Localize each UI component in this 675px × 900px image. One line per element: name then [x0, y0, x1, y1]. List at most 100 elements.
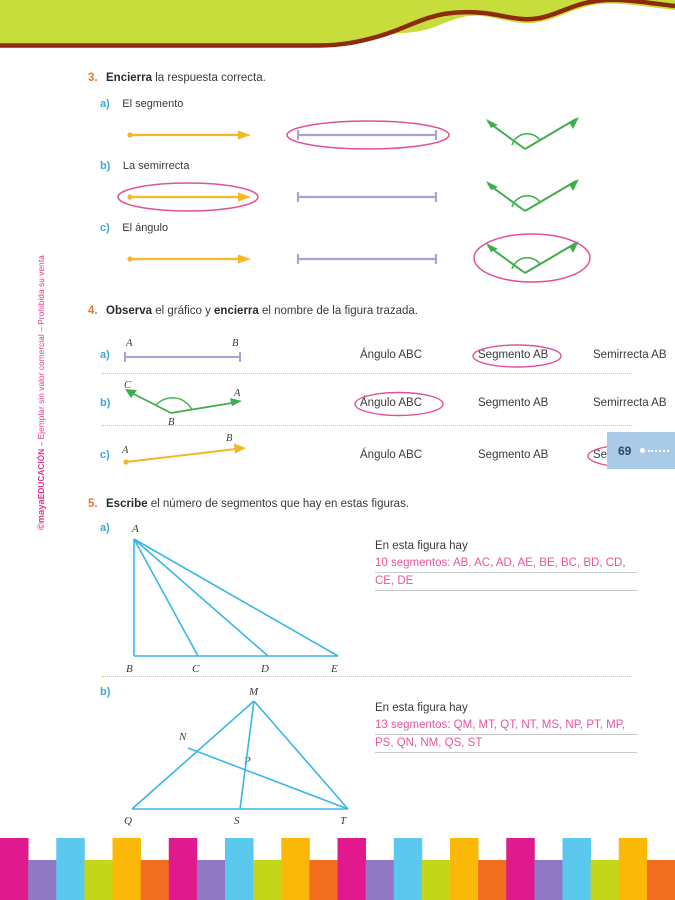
- item-b-letter: b): [100, 686, 111, 698]
- exercise-4-suffix: el nombre de la figura trazada.: [258, 305, 418, 317]
- row4-a-letter: a): [100, 349, 110, 361]
- row4-a-option-0[interactable]: Ángulo ABC: [360, 349, 423, 361]
- exercise-5-prompt: 5. Escribe el número de segmentos que ha…: [88, 498, 648, 520]
- row4-a-option-1[interactable]: Segmento AB: [478, 349, 549, 361]
- footer-bar-yellow: [281, 838, 310, 900]
- segment-figure-b[interactable]: [296, 192, 438, 202]
- row4-b-option-2[interactable]: Semirrecta AB: [593, 397, 667, 409]
- svg-text:C: C: [124, 380, 132, 391]
- row4-c-ray-figure[interactable]: A B: [118, 431, 253, 471]
- row4-a-segment-figure[interactable]: A B: [120, 333, 250, 371]
- row-b-label: La semirrecta: [122, 160, 190, 172]
- publisher-name: EDUCACIÓN: [37, 448, 46, 500]
- svg-text:N: N: [178, 731, 187, 743]
- row4-b-option-1[interactable]: Segmento AB: [478, 397, 549, 409]
- exercise-3-row-b: b) La semirrecta: [88, 156, 648, 218]
- svg-text:A: A: [233, 388, 241, 399]
- row4-c-option-0[interactable]: Ángulo ABC: [360, 449, 423, 461]
- exercise-3-row-c: c) El ángulo: [88, 218, 648, 283]
- answer-b-line2[interactable]: PS, QN, NM, QS, ST: [375, 735, 637, 753]
- row-b-figures: [88, 176, 648, 218]
- row-b-head: b) La semirrecta: [100, 156, 189, 174]
- svg-text:E: E: [330, 663, 338, 675]
- footer-bar-orange: [140, 860, 170, 900]
- item-a-letter: a): [100, 522, 110, 534]
- footer-bar-purple: [365, 860, 395, 900]
- exercise-5-separator: [102, 676, 632, 677]
- answer-b-line1[interactable]: 13 segmentos: QM, MT, QT, NT, MS, NP, PT…: [375, 717, 637, 735]
- exercise-5-rest: el número de segmentos que hay en estas …: [147, 498, 410, 510]
- exercise-5-item-a: a) A B C D E En esta figura hay 10 segme…: [88, 520, 648, 678]
- footer-bar-lime: [84, 860, 113, 900]
- exercise-5-instruction: Escribe el número de segmentos que hay e…: [106, 498, 409, 510]
- header-banner: [0, 0, 675, 52]
- svg-text:A: A: [131, 523, 139, 535]
- exercise-5: 5. Escribe el número de segmentos que ha…: [88, 498, 648, 828]
- exercise-4-row-c: c) A B Ángulo ABC Segmento AB Semirrecta…: [88, 427, 675, 473]
- exercise-3-number: 3.: [88, 72, 98, 84]
- svg-text:B: B: [168, 417, 175, 428]
- row4-a-answer-circle[interactable]: [471, 343, 563, 369]
- triangle-figure-a[interactable]: A B C D E: [116, 520, 366, 675]
- row4-separator-2: [102, 425, 632, 426]
- footer-bar-purple: [28, 860, 57, 900]
- exercise-3: 3. Encierra la respuesta correcta. a) El…: [88, 72, 648, 283]
- exercise-4-instruction: Observa el gráfico y encierra el nombre …: [106, 305, 418, 317]
- row-c-letter: c): [100, 222, 110, 234]
- answer-circle-a[interactable]: [286, 120, 450, 150]
- maya-logo: ©maya: [36, 499, 46, 530]
- footer-bar-cyan: [393, 838, 423, 900]
- row4-c-option-1[interactable]: Segmento AB: [478, 449, 549, 461]
- ray-figure-c[interactable]: [127, 254, 251, 264]
- answer-a-line2[interactable]: CE, DE: [375, 573, 637, 591]
- page-number: 69: [618, 443, 632, 458]
- row4-b-option-0[interactable]: Ángulo ABC: [360, 397, 423, 409]
- copyright-sidebar: ©mayaEDUCACIÓN – Ejemplar sin valor come…: [36, 255, 46, 530]
- banner-green-shape: [0, 0, 675, 44]
- ray-figure-a[interactable]: [127, 130, 251, 140]
- badge-dot-icon: [640, 448, 646, 453]
- exercise-5-number: 5.: [88, 498, 98, 510]
- footer-bar-cyan: [225, 838, 254, 900]
- svg-text:D: D: [260, 663, 269, 675]
- svg-text:Q: Q: [124, 815, 132, 827]
- angle-figure-b[interactable]: [486, 179, 579, 212]
- angle-figure-c[interactable]: [486, 241, 579, 274]
- exercise-4-row-b: b) C A B Ángulo ABC Segmento AB Semirrec…: [88, 375, 667, 428]
- svg-text:A: A: [121, 445, 129, 456]
- svg-text:C: C: [192, 663, 200, 675]
- footer-bar-magenta: [337, 838, 367, 900]
- page-number-badge: 69: [607, 432, 675, 469]
- exercise-3-verb: Encierra: [106, 72, 153, 84]
- footer-bar-orange: [646, 860, 675, 900]
- ray-figure-b[interactable]: [127, 192, 251, 202]
- footer-bar-orange: [309, 860, 338, 900]
- footer-bar-magenta: [0, 838, 29, 900]
- answer-block-b: En esta figura hay 13 segmentos: QM, MT,…: [375, 700, 637, 753]
- exercise-3-instruction: Encierra la respuesta correcta.: [106, 72, 266, 84]
- answer-block-a: En esta figura hay 10 segmentos: AB, AC,…: [375, 538, 637, 591]
- row-c-head: c) El ángulo: [100, 218, 168, 236]
- row-c-figures: [88, 233, 648, 283]
- triangle-figure-b[interactable]: M N P Q S T: [116, 682, 366, 827]
- answer-circle-c[interactable]: [473, 233, 591, 283]
- footer-bar-yellow: [112, 838, 142, 900]
- angle-figure-a[interactable]: [486, 117, 579, 150]
- answer-a-head: En esta figura hay: [375, 540, 468, 552]
- footer-bar-lime: [421, 860, 451, 900]
- exercise-3-prompt: 3. Encierra la respuesta correcta.: [88, 72, 648, 94]
- row-a-head: a) El segmento: [100, 94, 183, 112]
- row4-b-angle-figure[interactable]: C A B: [116, 377, 256, 428]
- row4-a-option-2[interactable]: Semirrecta AB: [593, 349, 667, 361]
- segment-figure-c[interactable]: [296, 254, 438, 264]
- footer-bar-purple: [196, 860, 226, 900]
- row-a-label: El segmento: [122, 98, 184, 110]
- footer-bar-purple: [534, 860, 563, 900]
- footer-bar-magenta: [168, 838, 198, 900]
- answer-a-line1[interactable]: 10 segmentos: AB, AC, AD, AE, BE, BC, BD…: [375, 555, 637, 573]
- exercise-4-row-a: a) A B Ángulo ABC Segmento AB Semirrecta…: [88, 331, 667, 375]
- footer-bar-yellow: [450, 838, 479, 900]
- segment-figure-a[interactable]: [296, 130, 438, 140]
- answer-circle-b[interactable]: [117, 182, 259, 212]
- row4-b-answer-circle[interactable]: [353, 391, 445, 417]
